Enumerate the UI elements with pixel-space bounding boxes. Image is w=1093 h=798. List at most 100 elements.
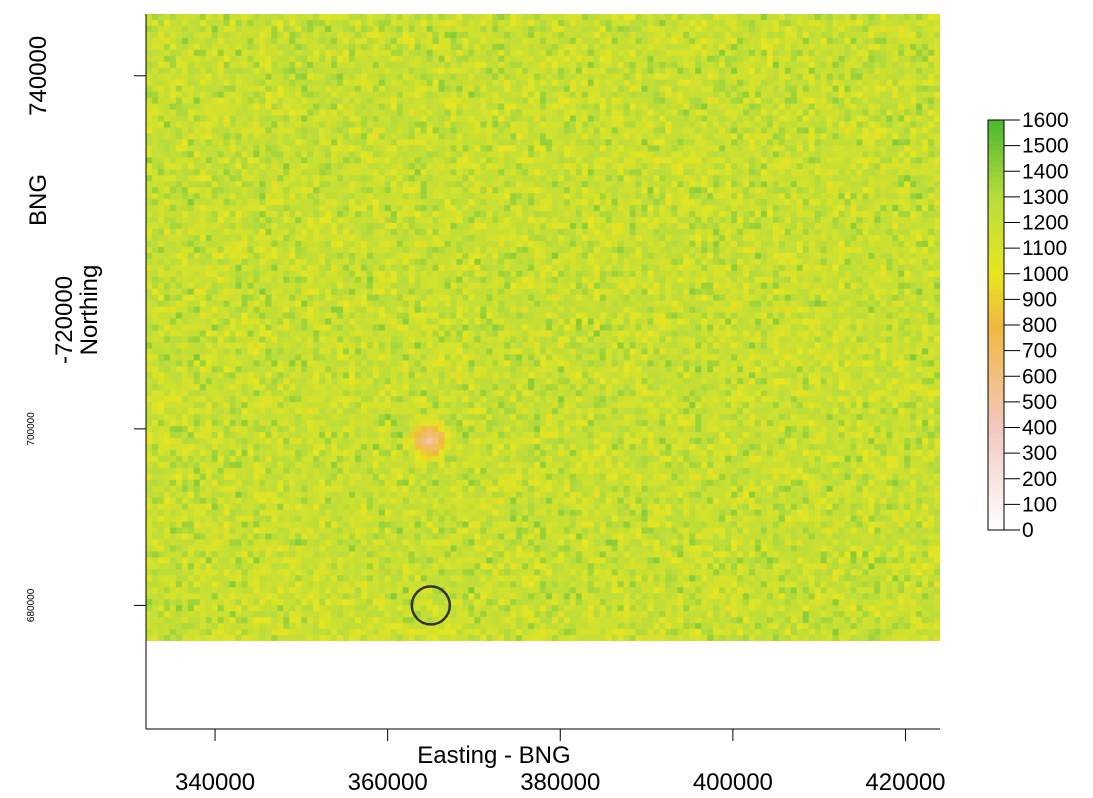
colorbar-segment [988,191,1004,198]
heatmap-cells-image [146,14,940,641]
colorbar-tick-label: 1100 [1022,237,1067,260]
colorbar-segment [988,360,1004,367]
colorbar-segment [988,120,1004,126]
colorbar-segment [988,319,1004,326]
colorbar-segment [988,268,1004,275]
colorbar-tick-label: 200 [1022,468,1057,491]
x-tick-label: 400000 [693,769,773,796]
colorbar-segment [988,314,1004,321]
colorbar-tick-label: 700 [1022,340,1057,363]
colorbar-tick-label: 300 [1022,442,1057,465]
colorbar-segment [988,407,1004,413]
x-tick-label: 340000 [175,769,255,796]
colorbar-tick-label: 1400 [1022,160,1069,183]
x-tick-label: 380000 [520,769,600,796]
colorbar-segment [988,125,1004,131]
colorbar-segment [988,171,1004,177]
colorbar-segment [988,412,1004,418]
colorbar-tick-label: 900 [1022,288,1057,311]
colorbar-segment [988,509,1004,516]
colorbar-segment [988,304,1004,311]
y-tick-label: 700000 [26,412,37,446]
colorbar-segment [988,150,1004,157]
y-axis-offset-label: -720000 [51,276,78,364]
colorbar-tick-label: 600 [1022,365,1057,388]
colorbar-segment [988,386,1004,393]
colorbar-segment [988,166,1004,172]
plot-axes: 340000 360000 380000 400000 420000 740000 7000… [25,14,946,796]
colorbar-segment [988,243,1004,249]
colorbar-segment [988,483,1004,490]
y-axis-label: Northing [76,265,103,356]
colorbar-segment [988,207,1004,213]
x-tick-label: 420000 [865,769,945,796]
colorbar-segment [988,381,1004,388]
colorbar-segment [988,309,1004,316]
colorbar-segment [988,135,1004,142]
colorbar-tick-label: 1000 [1022,263,1069,286]
colorbar-segment [988,176,1004,183]
colorbar-segment [988,186,1004,193]
colorbar-segment [988,227,1004,234]
colorbar-segment [988,371,1004,377]
colorbar-tick-label: 500 [1022,391,1057,414]
colorbar-segment [988,458,1004,464]
colorbar-tick-label: 1300 [1022,186,1069,209]
colorbar-segment [988,427,1004,434]
colorbar-segment [988,468,1004,475]
heatmap-raster [146,14,940,641]
x-axis-label: Easting - BNG [417,742,570,769]
colorbar-segment [988,417,1004,423]
colorbar-tick-label: 1200 [1022,212,1069,235]
colorbar-segment [988,258,1004,265]
colorbar-segment [988,284,1004,290]
location-marker-circle [410,585,452,626]
colorbar-segment [988,273,1004,280]
colorbar: 1600150014001300120011001000900800700600… [987,109,1069,542]
colorbar-segment [988,489,1004,495]
colorbar-segment [988,437,1004,444]
colorbar-tick-label: 1600 [1022,109,1069,132]
colorbar-segment [988,181,1004,188]
colorbar-segment [988,448,1004,454]
colorbar-tick-label: 100 [1022,493,1057,516]
colorbar-segment [988,155,1004,162]
colorbar-segment [988,299,1004,306]
colorbar-segment [988,442,1004,449]
colorbar-segment [988,504,1004,511]
colorbar-segment [988,294,1004,300]
colorbar-segment [988,145,1004,152]
colorbar-segment [988,432,1004,439]
colorbar-segment [988,453,1004,459]
colorbar-segment [988,463,1004,470]
colorbar-segment [988,217,1004,224]
colorbar-segment [988,140,1004,147]
colorbar-segment [988,391,1004,398]
colorbar-segment [988,202,1004,208]
colorbar-segment [988,325,1004,331]
colorbar-segment [988,196,1004,203]
colorbar-segment [988,396,1004,403]
colorbar-segment [988,345,1004,352]
colorbar-segment [988,524,1004,531]
colorbar-segment [988,422,1004,429]
colorbar-segment [988,289,1004,295]
colorbar-segment [988,330,1004,336]
colorbar-segment [988,494,1004,500]
colorbar-segment [988,473,1004,480]
colorbar-tick-label: 400 [1022,417,1057,440]
colorbar-segment [988,335,1004,341]
colorbar-segment [988,212,1004,218]
colorbar-segment [988,222,1004,229]
colorbar-segment [988,355,1004,362]
colorbar-segment [988,401,1004,408]
y-tick-label: 740000 [25,36,52,116]
colorbar-segment [988,376,1004,382]
colorbar-segment [988,232,1004,239]
colorbar-segment [988,350,1004,357]
colorbar-segment [988,499,1004,505]
colorbar-segment [988,263,1004,270]
colorbar-segment [988,519,1004,526]
colorbar-tick-label: 0 [1022,519,1034,542]
